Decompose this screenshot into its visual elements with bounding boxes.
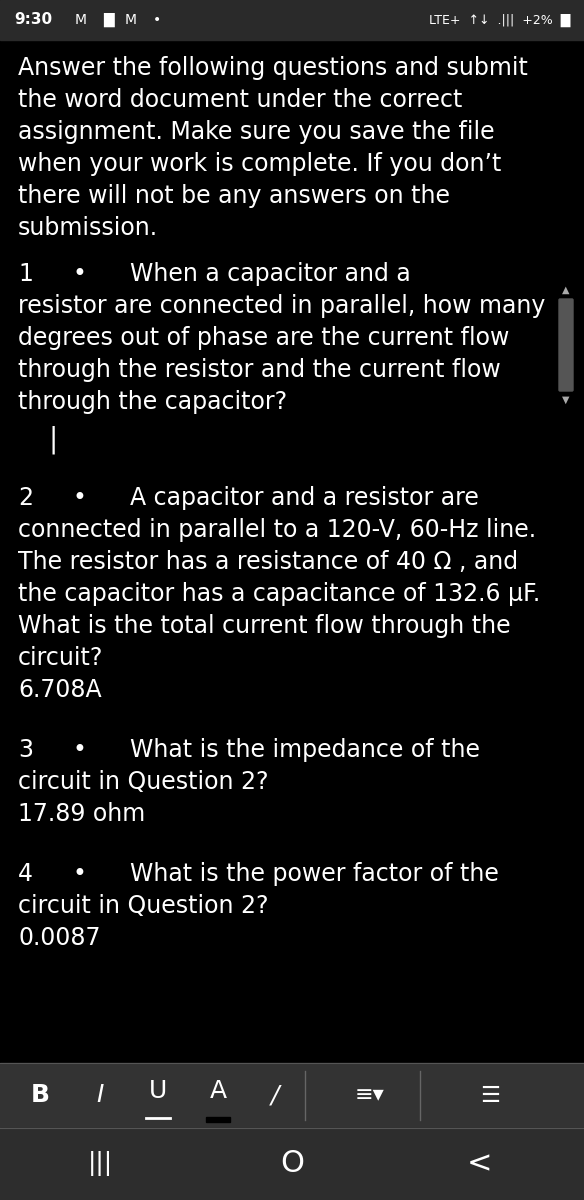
Bar xyxy=(0,1128,584,1200)
Text: 9:30: 9:30 xyxy=(14,12,52,28)
Bar xyxy=(206,1117,230,1122)
Text: █: █ xyxy=(103,13,114,28)
Text: •: • xyxy=(153,13,161,26)
Text: when your work is complete. If you don’t: when your work is complete. If you don’t xyxy=(18,152,502,176)
Text: submission.: submission. xyxy=(18,216,158,240)
Text: ☰: ☰ xyxy=(480,1086,500,1105)
Text: resistor are connected in parallel, how many: resistor are connected in parallel, how … xyxy=(18,294,545,318)
Text: What is the impedance of the: What is the impedance of the xyxy=(130,738,480,762)
Text: |||: ||| xyxy=(88,1152,113,1176)
Text: ≡▾: ≡▾ xyxy=(355,1086,385,1105)
Text: degrees out of phase are the current flow: degrees out of phase are the current flo… xyxy=(18,326,509,350)
Text: A capacitor and a resistor are: A capacitor and a resistor are xyxy=(130,486,479,510)
Text: 2: 2 xyxy=(18,486,33,510)
Text: /: / xyxy=(271,1084,279,1108)
Text: A: A xyxy=(210,1079,227,1103)
Text: O: O xyxy=(280,1150,304,1178)
Text: •: • xyxy=(72,486,86,510)
Text: circuit in Question 2?: circuit in Question 2? xyxy=(18,770,269,794)
Text: the word document under the correct: the word document under the correct xyxy=(18,88,463,112)
Bar xyxy=(0,1063,584,1128)
Text: Answer the following questions and submit: Answer the following questions and submi… xyxy=(18,56,528,80)
Text: <: < xyxy=(467,1150,493,1178)
Text: 1: 1 xyxy=(18,262,33,286)
Text: ▼: ▼ xyxy=(562,395,570,404)
Text: •: • xyxy=(72,862,86,886)
Text: M: M xyxy=(125,13,137,26)
Text: The resistor has a resistance of 40 Ω , and: The resistor has a resistance of 40 Ω , … xyxy=(18,550,518,574)
Text: I: I xyxy=(96,1084,104,1108)
Text: 17.89 ohm: 17.89 ohm xyxy=(18,802,145,826)
Text: circuit?: circuit? xyxy=(18,646,103,670)
Text: LTE+  ↑↓  .|||  +2%  █: LTE+ ↑↓ .||| +2% █ xyxy=(429,13,570,26)
Text: What is the total current flow through the: What is the total current flow through t… xyxy=(18,614,510,638)
FancyBboxPatch shape xyxy=(559,299,573,391)
Text: What is the power factor of the: What is the power factor of the xyxy=(130,862,499,886)
Text: ▲: ▲ xyxy=(562,284,570,295)
Text: •: • xyxy=(72,262,86,286)
Text: •: • xyxy=(72,738,86,762)
Text: |: | xyxy=(48,426,57,455)
Text: through the resistor and the current flow: through the resistor and the current flo… xyxy=(18,358,500,382)
Text: 0.0087: 0.0087 xyxy=(18,926,100,950)
Text: 3: 3 xyxy=(18,738,33,762)
Text: connected in parallel to a 120-V, 60-Hz line.: connected in parallel to a 120-V, 60-Hz … xyxy=(18,518,536,542)
Text: assignment. Make sure you save the file: assignment. Make sure you save the file xyxy=(18,120,495,144)
Text: B: B xyxy=(30,1084,50,1108)
Text: U: U xyxy=(149,1079,167,1103)
Text: the capacitor has a capacitance of 132.6 μF.: the capacitor has a capacitance of 132.6… xyxy=(18,582,540,606)
Text: 4: 4 xyxy=(18,862,33,886)
Text: M: M xyxy=(75,13,87,26)
Text: there will not be any answers on the: there will not be any answers on the xyxy=(18,184,450,208)
Text: 6.708A: 6.708A xyxy=(18,678,102,702)
Bar xyxy=(0,0,584,40)
Text: circuit in Question 2?: circuit in Question 2? xyxy=(18,894,269,918)
Text: When a capacitor and a: When a capacitor and a xyxy=(130,262,411,286)
Text: through the capacitor?: through the capacitor? xyxy=(18,390,287,414)
